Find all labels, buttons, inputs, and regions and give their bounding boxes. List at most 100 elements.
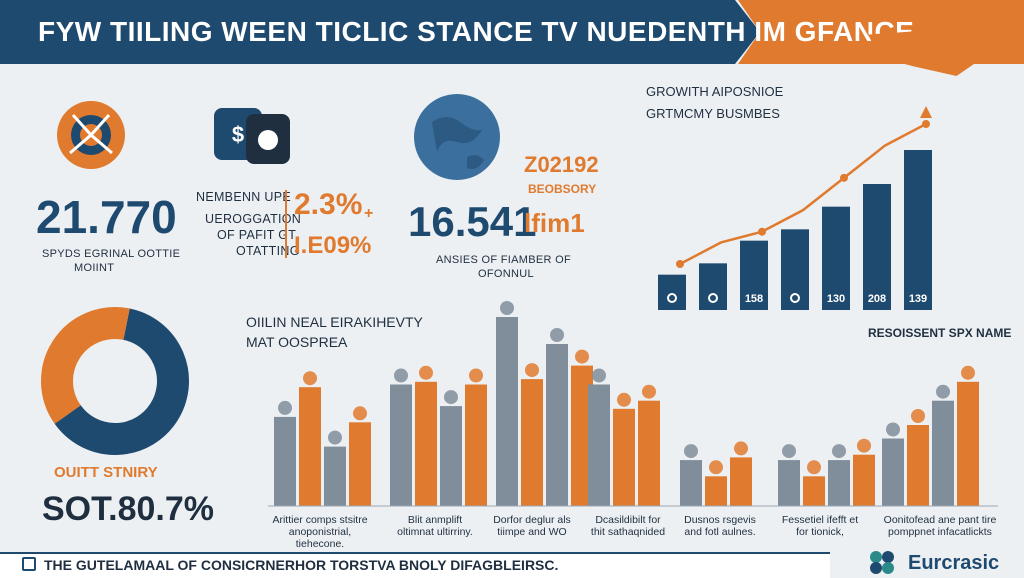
group-6-bar-3-icon bbox=[832, 444, 846, 459]
group-3-bar-2 bbox=[521, 379, 543, 506]
group-2-bar-2-icon bbox=[419, 365, 433, 380]
stat2-label-4: OTATTING bbox=[236, 244, 300, 258]
money-icon: $ bbox=[214, 108, 290, 164]
stat2-label-2: UEROGGATION bbox=[205, 212, 302, 226]
group-3-bar-4 bbox=[571, 365, 593, 506]
group-label-3: Dorfor deglur als tiimpe and WO bbox=[493, 514, 571, 538]
group-4-bar-3-icon bbox=[642, 384, 656, 399]
growth-bar-6 bbox=[863, 184, 891, 310]
growth-bar-label-3: 158 bbox=[745, 293, 763, 305]
growth-trend-point-5 bbox=[840, 173, 848, 182]
stat2-label-3: OF PAFIT GT bbox=[217, 228, 297, 242]
footer-bar bbox=[0, 552, 830, 578]
group-6-bar-1 bbox=[778, 460, 800, 506]
group-7-bar-2 bbox=[907, 425, 929, 506]
group-label-4: Dcasildibilt for thit sathaqnided bbox=[590, 514, 666, 538]
group-5-bar-2-icon bbox=[709, 460, 723, 475]
group-7-bar-4 bbox=[957, 381, 979, 506]
group-1-bar-4 bbox=[349, 422, 371, 506]
stat-caption-1b: MOIINT bbox=[74, 262, 115, 274]
group-2-bar-1-icon bbox=[394, 368, 408, 383]
group-4-bar-2 bbox=[613, 408, 635, 506]
stat-caption-3b: OFONNUL bbox=[478, 268, 534, 280]
group-7-bar-1-icon bbox=[886, 422, 900, 437]
group-6-bar-2-icon bbox=[807, 460, 821, 475]
growth-trend-point-7 bbox=[922, 120, 930, 128]
bars-title-1: OIILIN NEAL EIRAKIHEVTY bbox=[246, 314, 423, 330]
growth-trend-point-1 bbox=[676, 260, 684, 268]
growth-title-2: GRTMCMY BUSMBES bbox=[646, 106, 780, 121]
page-title: FYW TIILING WEEN TICLIC STANCE TV NUEDEN… bbox=[38, 16, 915, 47]
group-4-bar-3 bbox=[638, 400, 660, 506]
group-1-bar-2-icon bbox=[303, 371, 317, 386]
group-6-bar-4 bbox=[853, 454, 875, 506]
group-3-bar-4-icon bbox=[575, 349, 589, 364]
group-1-bar-1-icon bbox=[278, 400, 292, 415]
group-3-bar-2-icon bbox=[525, 363, 539, 378]
group-6-bar-1-icon bbox=[782, 444, 796, 459]
grouped-bar-chart bbox=[268, 301, 998, 507]
group-1-bar-2 bbox=[299, 387, 321, 506]
group-1-bar-1 bbox=[274, 416, 296, 506]
group-4-bar-1-icon bbox=[592, 368, 606, 383]
group-label-7: Oonitofead ane pant tire pomppnet infacat… bbox=[883, 514, 997, 538]
group-1-bar-3-icon bbox=[328, 430, 342, 445]
brand-logo-icon bbox=[870, 551, 894, 574]
group-1-bar-4-icon bbox=[353, 406, 367, 421]
group-5-bar-1-icon bbox=[684, 444, 698, 459]
growth-trend-line bbox=[679, 122, 927, 266]
group-label-5: Dusnos rsgevis and fotl aulnes. bbox=[684, 514, 756, 538]
growth-footer-label: RESOISSENT SPX NAME bbox=[868, 326, 1012, 340]
group-5-bar-3-icon bbox=[734, 441, 748, 456]
stat-value-2b: I.E09% bbox=[294, 232, 372, 259]
group-4-bar-1 bbox=[588, 384, 610, 506]
stat2-label-1: NEMBENN UPE bbox=[196, 190, 291, 204]
donut-slice-1 bbox=[54, 308, 189, 455]
group-label-1: Arittier comps stsitre anoponistrial, tie… bbox=[272, 514, 368, 550]
group-label-2: Blit anmplift oltimnat ultirriny. bbox=[397, 514, 473, 538]
stat-value-2a: 2.3% bbox=[294, 188, 363, 221]
growth-bar-3 bbox=[740, 240, 768, 310]
stat2-divider bbox=[285, 190, 287, 258]
stat3-side-3: lfim1 bbox=[524, 208, 585, 238]
donut-slice-2 bbox=[41, 307, 130, 424]
globe-icon bbox=[414, 94, 500, 180]
stat-caption-3a: ANSIES OF FIAMBER OF bbox=[436, 254, 571, 266]
donut-chart bbox=[41, 307, 189, 455]
footer-text: THE GUTELAMAAL OF CONSICRNERHOR TORSTVA … bbox=[44, 557, 559, 573]
stat-value-1: 21.770 bbox=[36, 191, 177, 243]
group-5-bar-2 bbox=[705, 476, 727, 506]
growth-bar-label-6: 208 bbox=[868, 293, 886, 305]
stat-value-3: 16.541 bbox=[408, 198, 537, 245]
brand-name: Eurcrasic bbox=[908, 552, 1000, 574]
group-7-bar-2-icon bbox=[911, 409, 925, 423]
group-7-bar-1 bbox=[882, 438, 904, 506]
stat3-side-2: BEOBSORY bbox=[528, 182, 597, 196]
growth-chart: 158 130 208 139 bbox=[658, 106, 932, 310]
growth-title-1: GROWITH AIPOSNIOE bbox=[646, 84, 784, 99]
growth-bar-label-7: 139 bbox=[909, 293, 927, 305]
stat-caption-1a: SPYDS EGRINAL OOTTIE bbox=[42, 248, 181, 260]
svg-text:$: $ bbox=[232, 122, 244, 147]
footer-logo-icon bbox=[22, 557, 36, 571]
group-3-bar-3 bbox=[546, 344, 568, 506]
bars-title-2: MAT OOSPREA bbox=[246, 334, 348, 350]
donut-value: SOT.80.7% bbox=[42, 490, 214, 528]
growth-bar-1 bbox=[658, 274, 686, 310]
group-3-bar-3-icon bbox=[550, 328, 564, 342]
group-7-bar-4-icon bbox=[961, 365, 975, 380]
group-3-bar-1 bbox=[496, 317, 518, 506]
group-6-bar-4-icon bbox=[857, 438, 871, 453]
group-5-bar-3 bbox=[730, 457, 752, 506]
stat-value-2-suffix: + bbox=[364, 205, 374, 222]
group-6-bar-3 bbox=[828, 460, 850, 506]
group-1-bar-3 bbox=[324, 446, 346, 506]
group-2-bar-4-icon bbox=[469, 368, 483, 383]
growth-bar-4 bbox=[781, 229, 809, 310]
hazard-icon bbox=[57, 101, 125, 169]
growth-bar-label-5: 130 bbox=[827, 293, 845, 305]
growth-bar-marker-2 bbox=[708, 293, 718, 303]
growth-bar-7 bbox=[904, 150, 932, 310]
growth-trend-point-3 bbox=[758, 227, 766, 236]
growth-bar-marker-4 bbox=[790, 293, 800, 303]
